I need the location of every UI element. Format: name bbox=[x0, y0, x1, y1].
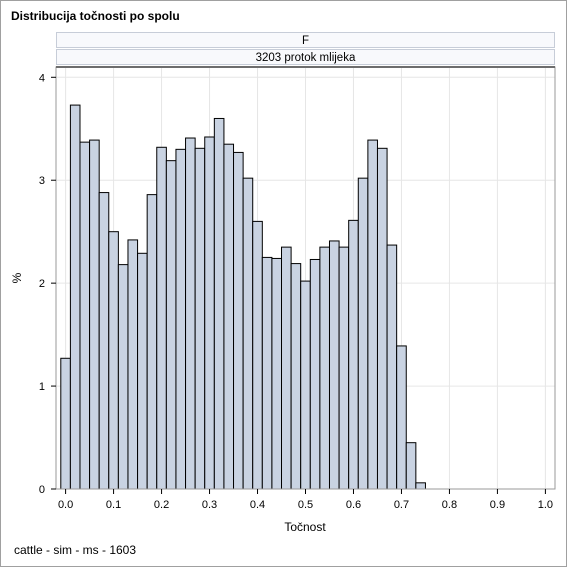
x-tick-label: 0.8 bbox=[442, 499, 457, 511]
x-tick-label: 0.9 bbox=[490, 499, 505, 511]
histogram-bar bbox=[396, 345, 407, 490]
x-tick-label: 0.4 bbox=[250, 499, 265, 511]
histogram-bar bbox=[60, 357, 71, 490]
histogram-bar bbox=[175, 148, 187, 490]
histogram-bar bbox=[137, 252, 148, 490]
chart-title: Distribucija točnosti po spolu bbox=[11, 9, 180, 23]
histogram-bar bbox=[328, 240, 340, 490]
histogram-bar bbox=[309, 258, 321, 490]
histogram-bar bbox=[252, 220, 263, 490]
histogram-bar bbox=[98, 192, 110, 490]
histogram-bars bbox=[60, 104, 426, 490]
x-tick-label: 0.5 bbox=[298, 499, 313, 511]
y-tick-label: 4 bbox=[39, 72, 45, 84]
x-tick-label: 0.1 bbox=[106, 499, 121, 511]
histogram-bar bbox=[271, 257, 283, 490]
histogram-bar bbox=[79, 141, 91, 490]
histogram-bar bbox=[290, 263, 302, 490]
axes: 0.0 0.1 0.2 0.3 0.4 0.5 0.6 0.7 0.8 0.9 1.0 0 1 2 3 4 bbox=[39, 66, 556, 511]
x-tick-label: 1.0 bbox=[538, 499, 553, 511]
histogram-bar bbox=[367, 139, 378, 490]
histogram-bar bbox=[223, 143, 235, 490]
histogram-bar bbox=[108, 231, 119, 490]
histogram-bar bbox=[338, 246, 350, 490]
histogram-bar bbox=[194, 147, 206, 490]
histogram-bar bbox=[281, 246, 292, 490]
histogram-bar bbox=[405, 442, 417, 490]
histogram-bar bbox=[348, 219, 359, 490]
y-tick-label: 1 bbox=[39, 381, 45, 393]
x-tick-label: 0.6 bbox=[346, 499, 361, 511]
histogram-bar bbox=[415, 482, 426, 490]
histogram-bar bbox=[89, 139, 100, 490]
histogram-bar bbox=[117, 264, 129, 490]
y-tick-label: 3 bbox=[39, 175, 45, 187]
histogram-bar bbox=[69, 104, 81, 490]
histogram-bar bbox=[233, 151, 244, 490]
histogram-bar bbox=[127, 239, 139, 490]
y-axis-label: % bbox=[10, 272, 24, 283]
histogram-bar bbox=[242, 177, 254, 490]
y-tick-label: 0 bbox=[39, 484, 45, 496]
histogram-bar bbox=[204, 136, 215, 490]
x-axis-label: Točnost bbox=[284, 520, 326, 534]
panel-header-trait: 3203 protok mlijeka bbox=[56, 49, 555, 65]
histogram-bar bbox=[386, 244, 398, 490]
histogram-bar bbox=[156, 146, 167, 490]
x-tick-label: 0.0 bbox=[58, 499, 73, 511]
x-tick-label: 0.7 bbox=[394, 499, 409, 511]
histogram-bar bbox=[300, 280, 311, 490]
histogram-bar bbox=[261, 256, 273, 490]
histogram-bar bbox=[146, 194, 158, 490]
histogram-bar bbox=[213, 117, 225, 490]
histogram-bar bbox=[376, 147, 388, 490]
panel-header-sex: F bbox=[56, 32, 555, 48]
x-tick-label: 0.2 bbox=[154, 499, 169, 511]
x-tick-label: 0.3 bbox=[202, 499, 217, 511]
footnote: cattle - sim - ms - 1603 bbox=[14, 543, 137, 557]
histogram-bar bbox=[357, 177, 369, 490]
histogram-bar bbox=[185, 137, 196, 490]
histogram-bar bbox=[319, 246, 330, 490]
y-tick-label: 2 bbox=[39, 278, 45, 290]
histogram-bar bbox=[165, 160, 177, 490]
